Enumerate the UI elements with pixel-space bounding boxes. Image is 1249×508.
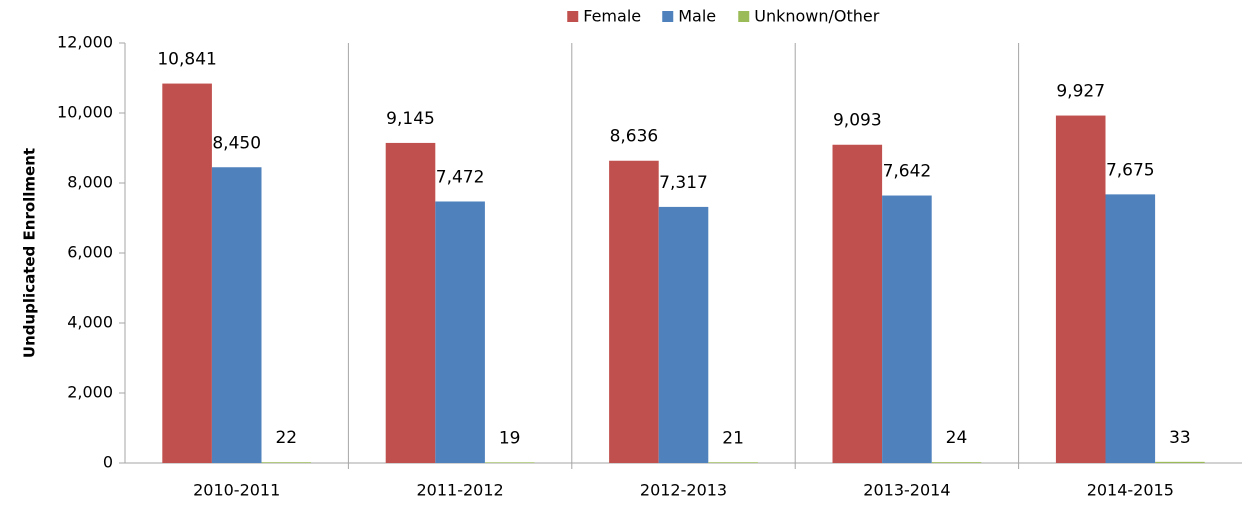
bar xyxy=(882,195,932,463)
data-label: 10,841 xyxy=(157,50,216,70)
y-tick-label: 12,000 xyxy=(57,33,113,52)
legend-label: Unknown/Other xyxy=(754,7,880,26)
bar xyxy=(261,462,312,463)
x-tick-label: 2013-2014 xyxy=(863,481,950,500)
y-tick-label: 0 xyxy=(103,453,113,472)
legend-swatch xyxy=(738,11,750,22)
bar xyxy=(1055,115,1106,464)
bar xyxy=(211,167,262,463)
bar xyxy=(832,144,883,463)
y-tick-label: 10,000 xyxy=(57,103,113,122)
data-label: 8,636 xyxy=(610,127,659,147)
y-tick-label: 6,000 xyxy=(67,243,113,262)
bar xyxy=(162,83,212,463)
data-label: 22 xyxy=(275,428,297,448)
data-label: 33 xyxy=(1169,428,1191,448)
data-label: 7,317 xyxy=(659,173,708,193)
data-label: 9,927 xyxy=(1056,82,1105,102)
bar xyxy=(609,160,659,464)
data-label: 7,642 xyxy=(883,162,932,182)
data-label: 21 xyxy=(722,428,744,448)
bar xyxy=(1105,194,1156,463)
y-tick-label: 8,000 xyxy=(67,173,113,192)
data-label: 7,472 xyxy=(436,167,485,187)
legend-label: Female xyxy=(583,7,641,26)
data-label: 9,093 xyxy=(833,111,882,131)
bar xyxy=(484,462,535,463)
bar xyxy=(931,462,982,463)
data-label: 24 xyxy=(946,428,968,448)
x-tick-label: 2011-2012 xyxy=(416,481,503,500)
data-label: 7,675 xyxy=(1106,160,1155,180)
legend-swatch xyxy=(567,11,579,22)
bar xyxy=(385,142,436,464)
x-tick-label: 2010-2011 xyxy=(193,481,280,500)
legend-swatch xyxy=(662,11,674,22)
bar xyxy=(658,206,709,463)
data-label: 9,145 xyxy=(386,109,435,129)
y-axis-title: Unduplicated Enrollment xyxy=(21,148,39,358)
bar xyxy=(435,201,485,464)
bar xyxy=(708,462,758,463)
bar xyxy=(1155,461,1205,463)
y-tick-label: 4,000 xyxy=(67,313,113,332)
data-label: 8,450 xyxy=(212,133,261,153)
x-tick-label: 2014-2015 xyxy=(1087,481,1174,500)
x-tick-label: 2012-2013 xyxy=(640,481,727,500)
y-tick-label: 2,000 xyxy=(67,383,113,402)
legend-label: Male xyxy=(678,7,716,26)
data-label: 19 xyxy=(499,428,521,448)
